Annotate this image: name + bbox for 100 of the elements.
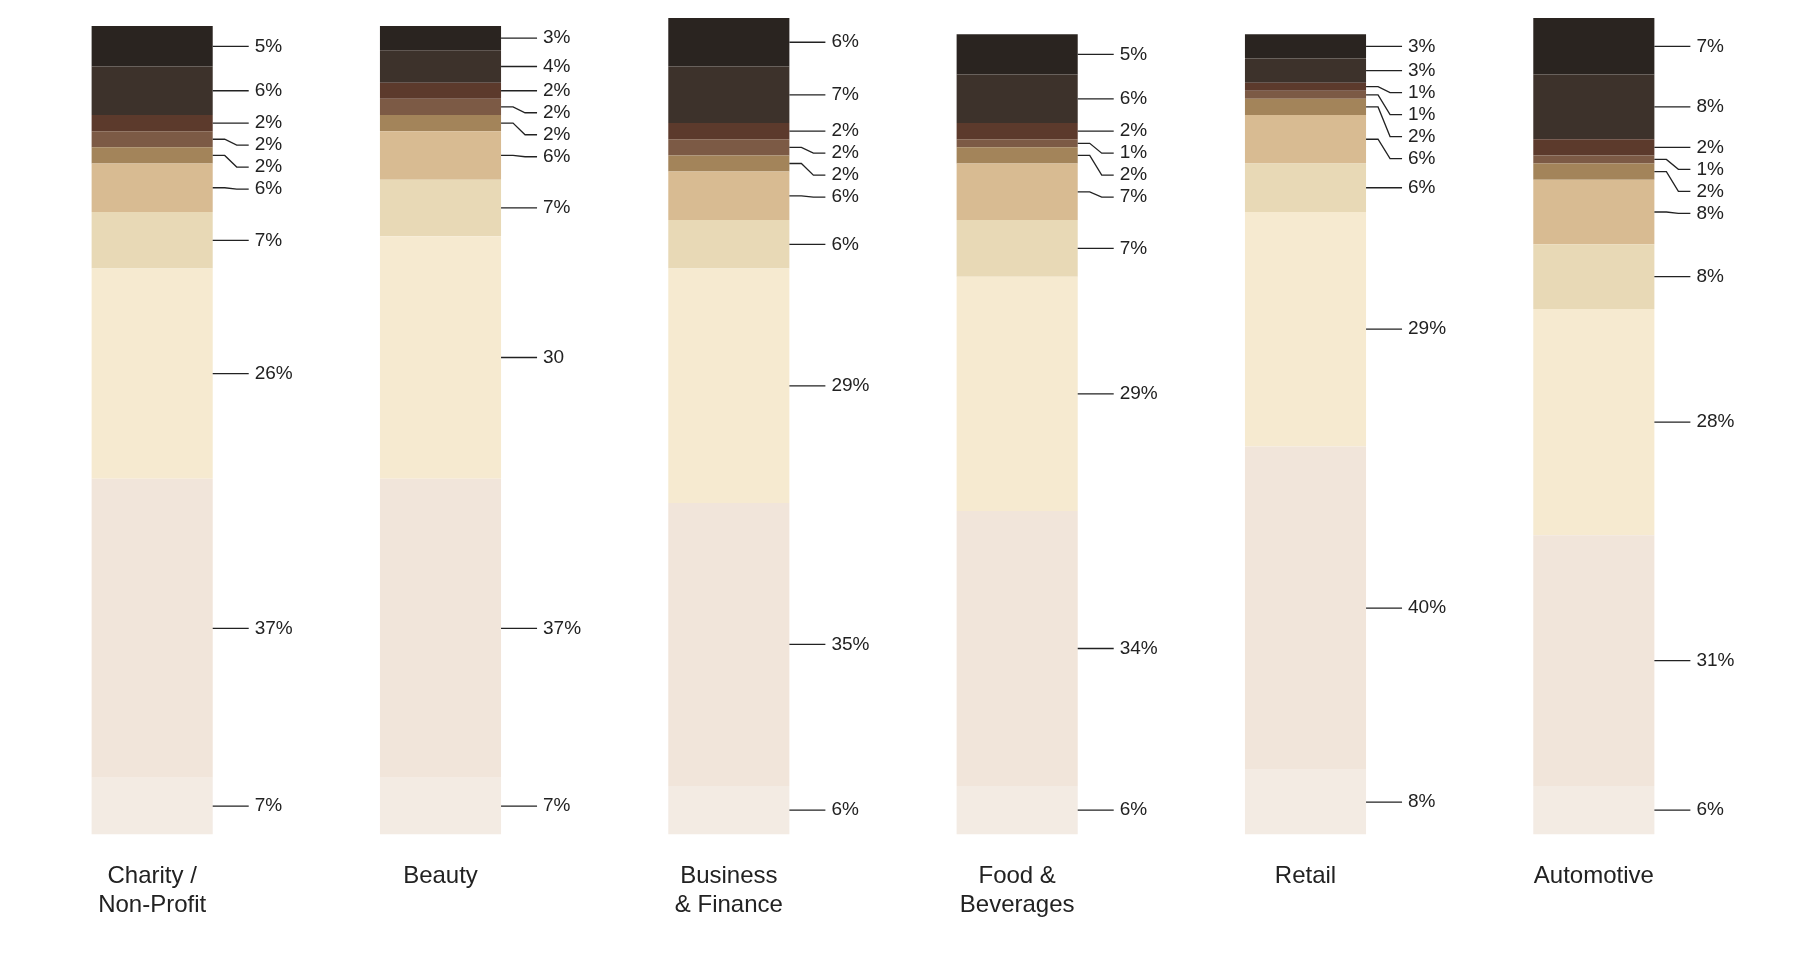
bar — [91, 212, 213, 269]
data-label: 2% — [254, 111, 283, 133]
data-label: 7% — [254, 228, 283, 250]
bar — [668, 123, 790, 140]
data-label: 7% — [831, 83, 859, 105]
data-label: 2% — [254, 133, 283, 155]
bar — [91, 131, 213, 148]
bar — [1244, 98, 1367, 115]
data-label: 6% — [1408, 146, 1436, 168]
data-label: 2% — [831, 163, 859, 185]
bar — [379, 82, 502, 99]
data-label: 26% — [254, 361, 293, 383]
bar — [1244, 58, 1367, 83]
data-label: 37% — [254, 616, 293, 638]
bar — [1244, 90, 1367, 99]
data-label: 28% — [1696, 410, 1735, 432]
data-label: 7% — [1119, 185, 1148, 207]
data-label: 35% — [831, 632, 870, 654]
data-label: 6% — [1408, 175, 1436, 197]
x-tick-label: Retail — [1274, 861, 1337, 889]
data-label: 7% — [543, 794, 571, 816]
data-label: 6% — [1119, 87, 1148, 109]
x-tick-label: Business & Finance — [674, 861, 783, 918]
data-label: 34% — [1119, 636, 1158, 658]
x-tick-label: Food & Beverages — [959, 861, 1075, 918]
data-label: 2% — [543, 100, 571, 122]
data-label: 2% — [831, 119, 859, 141]
data-label: 6% — [254, 78, 283, 100]
data-label: 1% — [1408, 102, 1436, 124]
bar — [1533, 74, 1655, 140]
data-label: 8% — [1696, 95, 1724, 117]
data-label: 6% — [1119, 798, 1148, 820]
data-label: 2% — [543, 78, 571, 100]
data-label: 7% — [1696, 34, 1724, 56]
data-label: 6% — [543, 144, 571, 166]
bar — [956, 139, 1078, 148]
bar — [1244, 115, 1367, 164]
x-tick-label: Charity / Non-Profit — [98, 861, 207, 918]
bar — [668, 139, 790, 156]
data-label: 2% — [1696, 179, 1724, 201]
bar — [379, 98, 502, 115]
bar — [956, 147, 1078, 164]
data-label: 3% — [1408, 58, 1436, 80]
data-label: 6% — [1696, 798, 1724, 820]
bar — [668, 171, 790, 221]
data-label: 7% — [543, 196, 571, 218]
bar — [379, 50, 502, 83]
bar — [956, 123, 1078, 140]
data-label: 2% — [1408, 124, 1436, 146]
data-label: 2% — [254, 155, 283, 177]
x-tick-label: Beauty — [403, 861, 478, 889]
data-label: 5% — [254, 34, 283, 56]
bar — [1533, 139, 1655, 156]
data-label: 7% — [254, 794, 283, 816]
bar — [1244, 163, 1367, 212]
bar — [1533, 244, 1655, 309]
data-label: 2% — [1119, 119, 1148, 141]
bar — [91, 66, 213, 115]
data-label: 2% — [1696, 135, 1724, 157]
bar — [379, 179, 502, 237]
bar — [956, 163, 1078, 221]
bar — [91, 163, 213, 212]
bar — [1533, 163, 1655, 180]
data-label: 1% — [1696, 157, 1724, 179]
bar — [379, 115, 502, 132]
data-label: 6% — [831, 798, 859, 820]
data-label: 8% — [1696, 264, 1724, 286]
data-label: 6% — [831, 30, 859, 52]
bar — [91, 115, 213, 132]
data-label: 29% — [831, 374, 870, 396]
data-label: 8% — [1696, 201, 1724, 223]
data-label: 6% — [831, 185, 859, 207]
bar — [668, 220, 790, 269]
data-label: 3% — [1408, 34, 1436, 56]
data-label: 37% — [543, 616, 582, 638]
data-label: 3% — [543, 26, 571, 48]
bar — [1533, 179, 1655, 245]
data-label: 31% — [1696, 648, 1735, 670]
data-label: 4% — [543, 54, 571, 76]
data-label: 8% — [1408, 790, 1436, 812]
bar — [668, 66, 790, 124]
bar — [1533, 155, 1655, 164]
x-tick-label: Automotive — [1533, 861, 1654, 889]
data-label: 40% — [1408, 596, 1447, 618]
bar — [668, 155, 790, 172]
data-label: 6% — [831, 232, 859, 254]
data-label: 7% — [1119, 236, 1148, 258]
data-label: 2% — [543, 122, 571, 144]
data-label: 30 — [543, 345, 565, 367]
data-label: 1% — [1408, 80, 1436, 102]
data-label: 1% — [1119, 141, 1148, 163]
bar — [956, 220, 1078, 277]
bar — [1244, 82, 1367, 91]
bar — [91, 147, 213, 164]
bar — [956, 74, 1078, 124]
data-label: 29% — [1119, 382, 1158, 404]
data-label: 6% — [254, 177, 283, 199]
data-label: 2% — [1119, 163, 1148, 185]
data-label: 29% — [1408, 317, 1447, 339]
data-label: 5% — [1119, 42, 1148, 64]
